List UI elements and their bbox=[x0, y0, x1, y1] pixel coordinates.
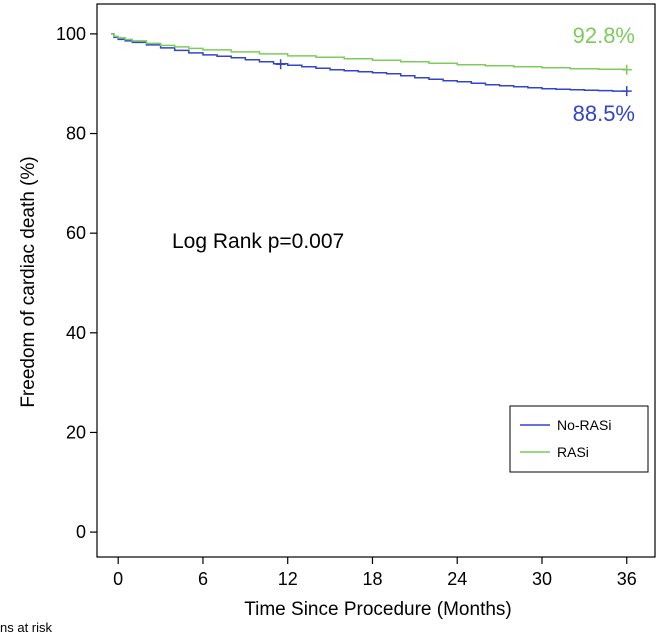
series-line-rasi bbox=[111, 33, 628, 71]
y-tick-label: 60 bbox=[66, 223, 86, 243]
legend: No-RASi RASi bbox=[509, 405, 649, 473]
y-tick-label: 0 bbox=[76, 522, 86, 542]
y-tick-label: 40 bbox=[66, 323, 86, 343]
plot-frame bbox=[96, 3, 656, 558]
y-tick-label: 80 bbox=[66, 124, 86, 144]
legend-box bbox=[509, 405, 649, 473]
x-tick-label: 36 bbox=[617, 569, 637, 589]
log-rank-annotation: Log Rank p=0.007 bbox=[172, 230, 344, 253]
y-tick-label: 100 bbox=[56, 24, 86, 44]
censor-mark bbox=[621, 86, 632, 97]
end-label-no-rasi: 88.5% bbox=[573, 101, 635, 126]
y-tick-label: 20 bbox=[66, 422, 86, 442]
x-tick-label: 0 bbox=[113, 569, 123, 589]
x-tick-label: 18 bbox=[362, 569, 382, 589]
x-tick-label: 12 bbox=[278, 569, 298, 589]
x-tick-label: 30 bbox=[532, 569, 552, 589]
x-axis-title: Time Since Procedure (Months) bbox=[244, 599, 512, 620]
censor-mark bbox=[275, 59, 286, 70]
numbers-at-risk-caption: ns at risk bbox=[0, 620, 53, 635]
y-axis-title: Freedom of cardiac death (%) bbox=[18, 156, 39, 407]
legend-label-rasi: RASi bbox=[557, 444, 589, 460]
survival-curves: 88.5% 92.8% bbox=[111, 23, 635, 126]
series-line-no-rasi bbox=[111, 33, 627, 92]
x-tick-label: 6 bbox=[198, 569, 208, 589]
legend-label-no-rasi: No-RASi bbox=[557, 417, 611, 433]
end-label-rasi: 92.8% bbox=[573, 23, 635, 48]
km-chart: 0 20 40 60 80 100 0 6 12 18 24 30 36 88.5% 92.8% Tim… bbox=[18, 3, 656, 620]
x-tick-label: 24 bbox=[447, 569, 467, 589]
y-axis: 0 20 40 60 80 100 bbox=[56, 24, 97, 542]
x-axis: 0 6 12 18 24 30 36 bbox=[113, 557, 637, 589]
censor-mark bbox=[621, 64, 632, 75]
